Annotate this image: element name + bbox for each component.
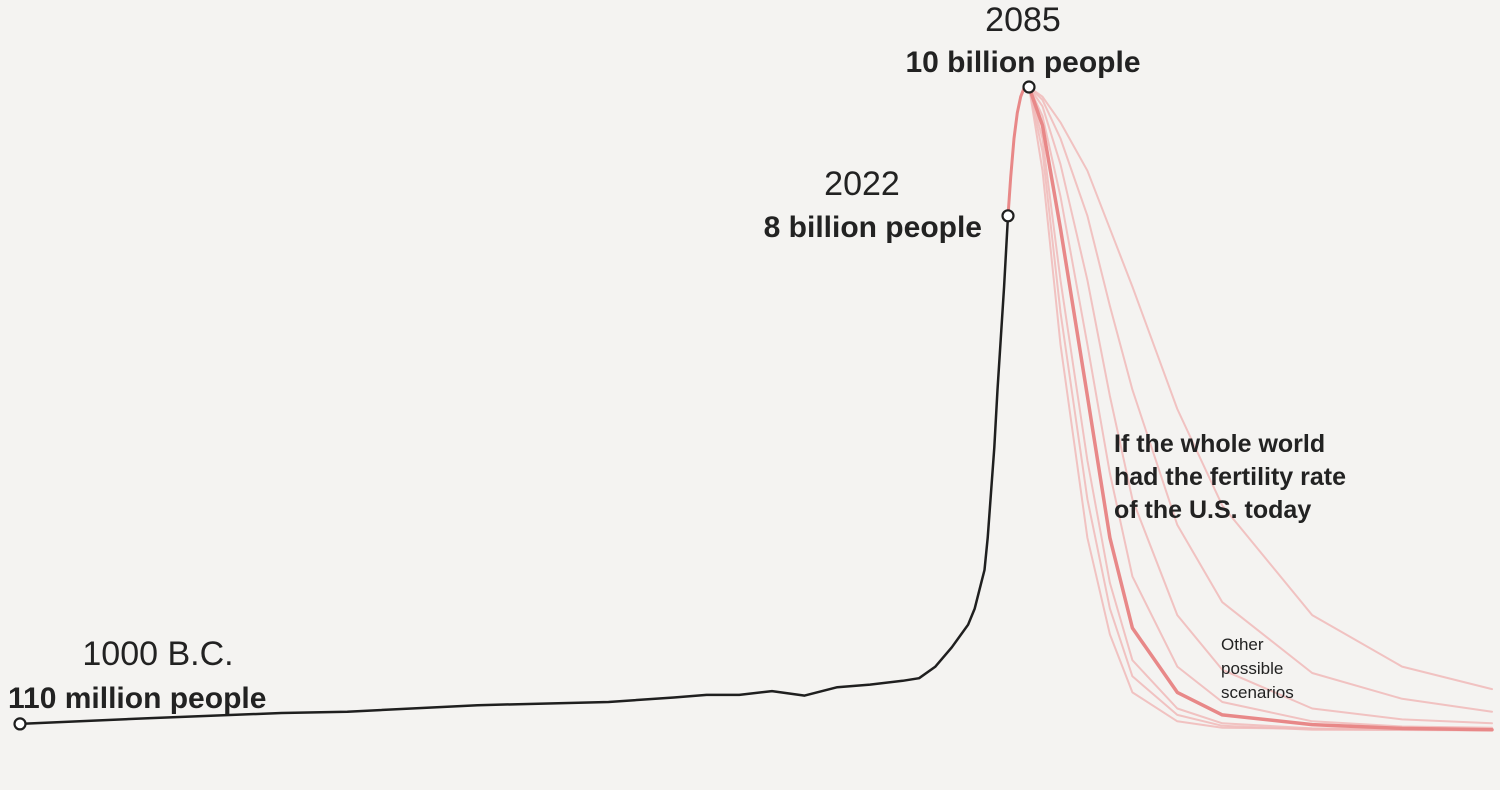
labels-layer: 1000 B.C. 110 million people 2022 8 bill… bbox=[8, 1, 1346, 715]
us-fertility-scenario-line bbox=[1027, 85, 1494, 732]
other-scenario-line bbox=[1028, 86, 1493, 732]
other-scenario-line bbox=[1028, 86, 1493, 729]
annotation-year-2085: 2085 bbox=[985, 1, 1061, 39]
other-scenarios-label-line: possible bbox=[1221, 659, 1283, 678]
annotation-year-1000bc: 1000 B.C. bbox=[82, 635, 233, 673]
annotation-pop-2085: 10 billion people bbox=[905, 46, 1140, 79]
other-scenario-line bbox=[1028, 86, 1493, 732]
projection-line bbox=[1006, 85, 1031, 218]
point-1000bc bbox=[13, 717, 27, 731]
us-scenario-label-line: of the U.S. today bbox=[1114, 496, 1311, 524]
other-scenario-line bbox=[1028, 86, 1493, 725]
us-scenario-label-line: had the fertility rate bbox=[1114, 463, 1346, 491]
other-scenario-line bbox=[1028, 86, 1493, 713]
historical-population-line bbox=[18, 214, 1010, 726]
point-2085 bbox=[1022, 80, 1036, 94]
other-scenario-line bbox=[1028, 86, 1493, 691]
points-layer bbox=[13, 80, 1036, 731]
annotation-pop-2022: 8 billion people bbox=[764, 211, 982, 244]
other-scenarios-label-line: scenarios bbox=[1221, 683, 1294, 702]
lines-layer bbox=[18, 85, 1494, 732]
us-scenario-label-line: If the whole world bbox=[1114, 430, 1325, 458]
annotation-pop-1000bc: 110 million people bbox=[8, 682, 266, 715]
other-scenarios-label-line: Other bbox=[1221, 635, 1264, 654]
annotation-year-2022: 2022 bbox=[824, 165, 900, 203]
point-2022 bbox=[1001, 209, 1015, 223]
